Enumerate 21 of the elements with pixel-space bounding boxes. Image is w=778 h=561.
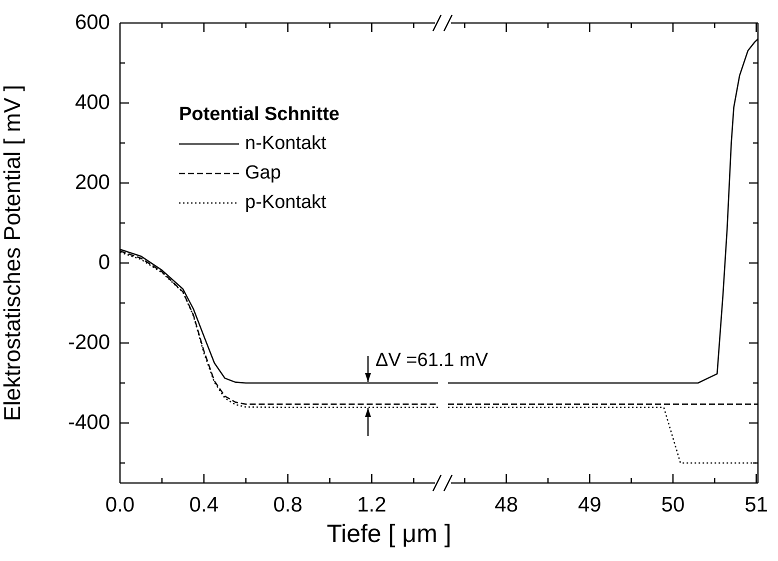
y-tick-label: 0: [98, 250, 110, 274]
x-axis-title: Tiefe [ μm ]: [326, 520, 452, 549]
x-tick-label: 0.0: [105, 493, 135, 516]
y-tick-label: 200: [74, 170, 110, 194]
x-tick-label: 0.4: [189, 493, 219, 516]
y-tick-label: -200: [68, 330, 110, 354]
x-tick-label: 51: [744, 493, 768, 516]
legend-label: p-Kontakt: [245, 192, 328, 214]
x-tick-label: 50: [661, 493, 685, 516]
y-tick-label: 600: [74, 10, 110, 34]
y-axis-title: Elektrostatisches Potential [ mV ]: [0, 84, 26, 422]
x-tick-label: 48: [494, 493, 518, 516]
legend-label: n-Kontakt: [245, 133, 328, 154]
legend-label: Gap: [245, 162, 281, 184]
x-tick-label: 0.8: [273, 493, 302, 516]
x-tick-label: 49: [578, 493, 602, 516]
y-tick-label: 400: [74, 90, 110, 114]
y-tick-label: -400: [68, 410, 110, 434]
legend-title: Potential Schnitte: [179, 104, 340, 126]
annotation: ΔV =61.1 mV: [376, 350, 488, 372]
x-tick-label: 1.2: [357, 493, 386, 516]
